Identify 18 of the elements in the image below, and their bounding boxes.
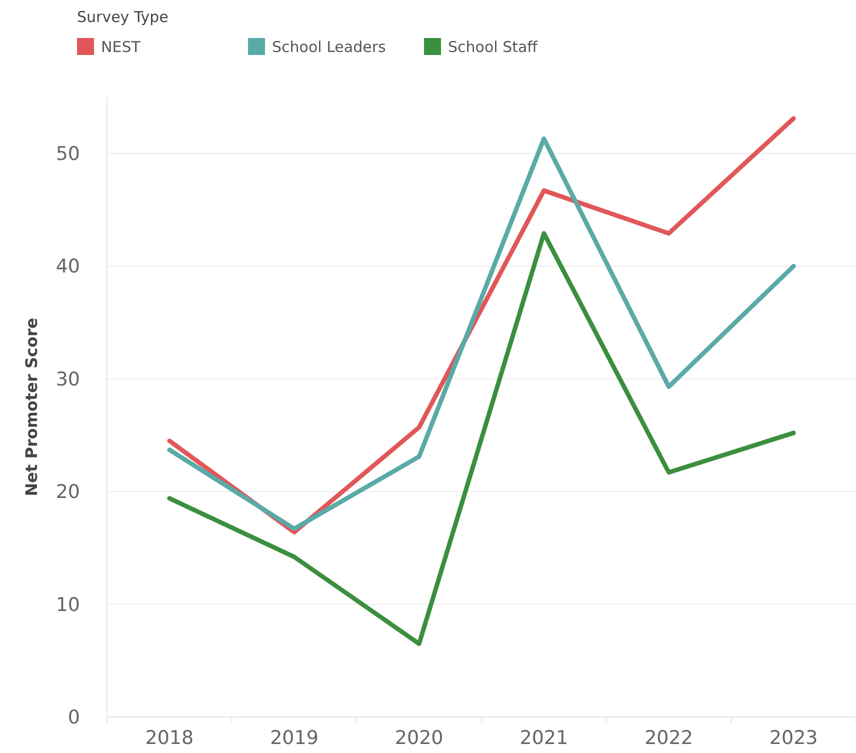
y-tick-label: 0 [68,706,80,729]
x-tick-label: 2022 [644,727,693,749]
y-axis-title: Net Promoter Score [22,318,41,496]
y-tick-label: 40 [56,256,80,278]
y-tick-label: 50 [56,143,80,166]
x-tick-label: 2020 [394,727,444,749]
y-tick-label: 30 [56,368,80,390]
x-tick-label: 2021 [520,727,568,749]
legend-label: NEST [101,38,142,56]
legend-label: School Leaders [272,38,386,56]
y-tick-label: 10 [56,594,80,616]
y-tick-label: 20 [56,481,80,504]
legend-label: School Staff [448,38,538,56]
line-series [167,231,796,646]
x-tick-label: 2019 [270,727,318,749]
x-tick-label: 2023 [769,727,818,749]
x-tick-label: 2018 [145,727,194,749]
legend-title: Survey Type [77,8,168,26]
